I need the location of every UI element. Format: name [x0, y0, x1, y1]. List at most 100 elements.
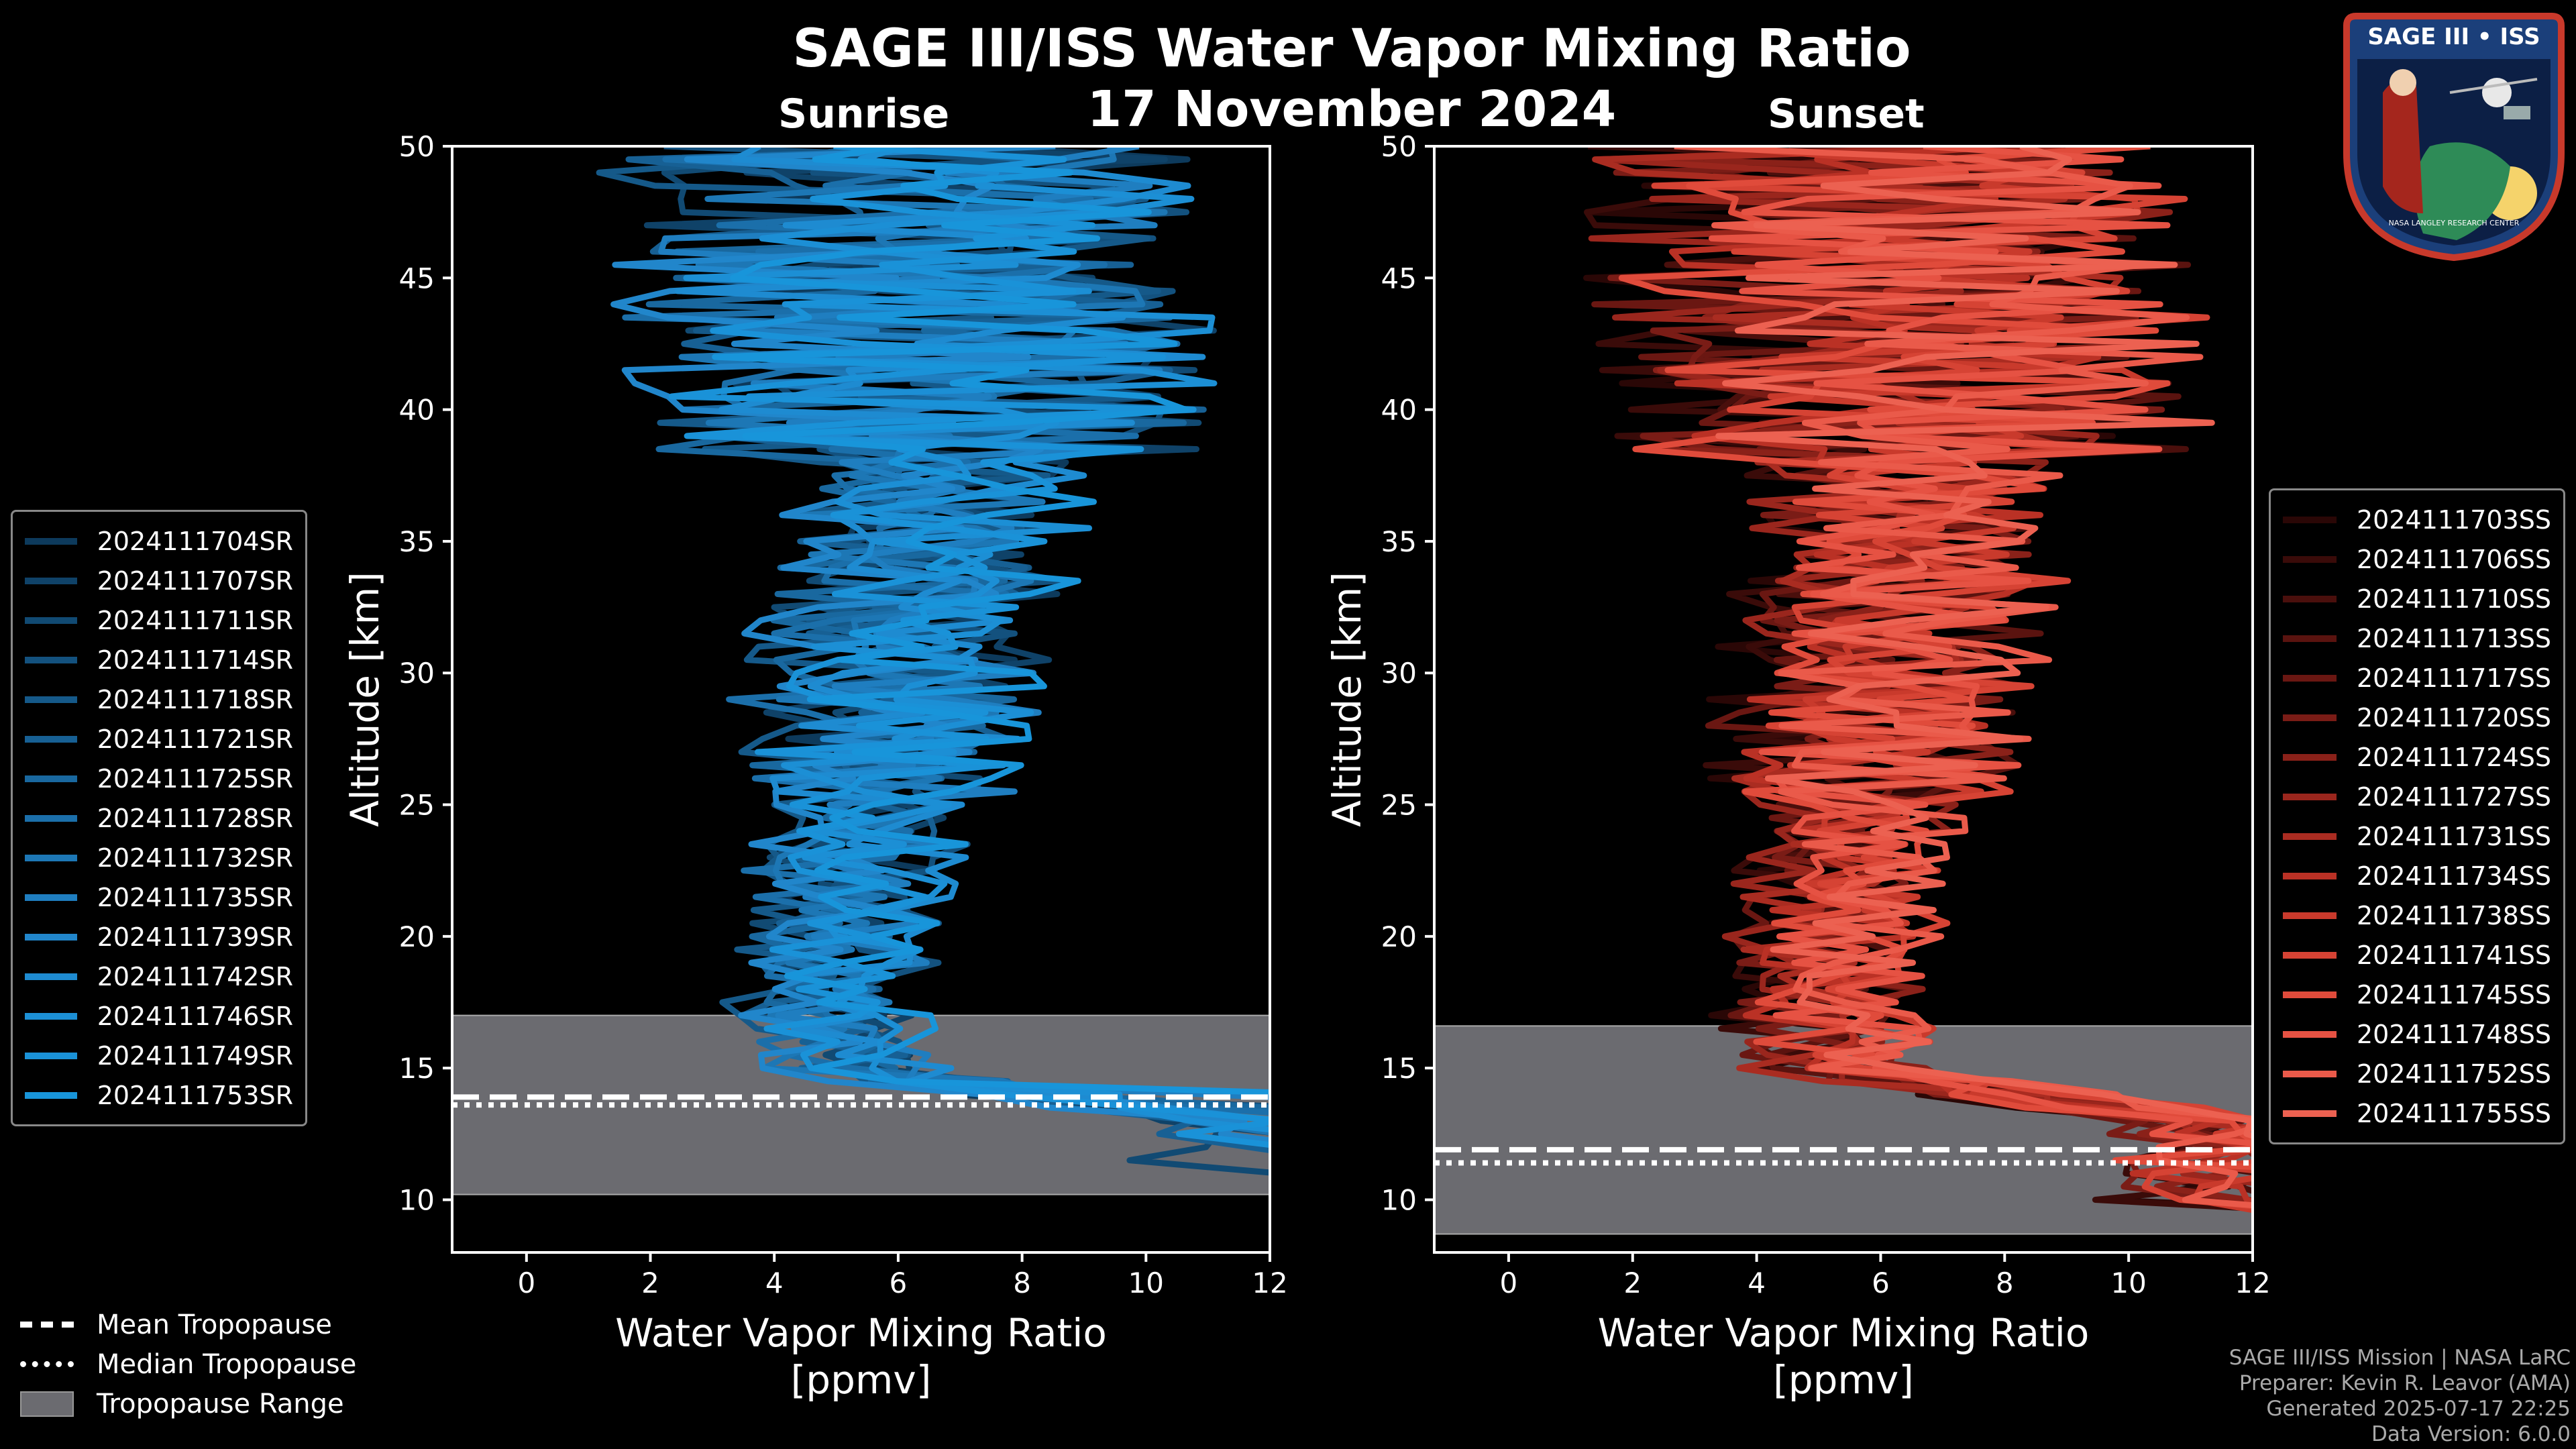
legend-item-2024111732SR: 2024111732SR — [25, 838, 293, 877]
legend-item-2024111741SS: 2024111741SS — [2283, 935, 2551, 975]
legend-swatch-icon — [2283, 516, 2337, 523]
sunrise-legend: 2024111704SR 2024111707SR 2024111711SR 2024… — [11, 510, 307, 1126]
legend-label: 2024111749SR — [97, 1040, 293, 1071]
legend-item-2024111718SR: 2024111718SR — [25, 680, 293, 719]
legend-swatch-icon — [2283, 555, 2337, 563]
legend-item-2024111717SS: 2024111717SS — [2283, 658, 2551, 698]
legend-label: 2024111748SS — [2356, 1019, 2551, 1049]
legend-swatch-icon — [2283, 635, 2337, 642]
y-tick-label: 10 — [399, 1183, 435, 1216]
sunrise-panel-label: Sunrise — [778, 91, 950, 138]
legend-item-2024111738SS: 2024111738SS — [2283, 896, 2551, 935]
gray-patch-icon — [20, 1391, 74, 1417]
legend-label: 2024111725SR — [97, 763, 293, 794]
legend-item-2024111748SS: 2024111748SS — [2283, 1014, 2551, 1054]
x-axis-units: [ppmv] — [1773, 1357, 1914, 1403]
legend-item-2024111753SR: 2024111753SR — [25, 1075, 293, 1115]
legend-swatch-icon — [25, 696, 77, 703]
logo-subtitle: NASA LANGLEY RESEARCH CENTER — [2389, 219, 2520, 227]
x-axis-label: Water Vapor Mixing Ratio — [615, 1310, 1107, 1356]
legend-label: 2024111738SS — [2356, 900, 2551, 930]
legend-swatch-icon — [25, 537, 77, 545]
legend-swatch-icon — [25, 1012, 77, 1020]
x-tick-label: 4 — [765, 1267, 784, 1299]
legend-item-2024111703SS: 2024111703SS — [2283, 500, 2551, 539]
y-axis-label: Altitude [km] — [1324, 572, 1370, 826]
tropopause-range-label: Tropopause Range — [97, 1388, 344, 1419]
x-tick-label: 8 — [1996, 1267, 2014, 1299]
mean-tropopause-label: Mean Tropopause — [97, 1309, 332, 1340]
sage-iii-mission-logo: SAGE III • ISS NASA LANGLEY RESEARCH CEN… — [2343, 13, 2565, 262]
x-axis-units: [ppmv] — [791, 1357, 932, 1403]
legend-label: 2024111732SR — [97, 843, 293, 873]
legend-swatch-icon — [2283, 833, 2337, 840]
legend-label: 2024111755SS — [2356, 1098, 2551, 1128]
y-tick-label: 20 — [399, 920, 435, 953]
legend-swatch-icon — [2283, 674, 2337, 682]
credit-preparer: Preparer: Kevin R. Leavor (AMA) — [2239, 1371, 2571, 1395]
legend-label: 2024111710SS — [2356, 584, 2551, 614]
legend-item-2024111720SS: 2024111720SS — [2283, 698, 2551, 737]
legend-swatch-icon — [2283, 872, 2337, 879]
y-tick-label: 30 — [1381, 657, 1417, 690]
y-tick-label: 20 — [1381, 920, 1417, 953]
legend-swatch-icon — [25, 1052, 77, 1059]
sunrise-plot: 0 2 4 6 8 10 12 10 15 20 25 30 35 40 45 50 Water Vapor M… — [342, 130, 1288, 1403]
legend-label: 2024111746SR — [97, 1001, 293, 1031]
legend-swatch-icon — [2283, 991, 2337, 998]
legend-label: 2024111721SR — [97, 724, 293, 754]
dotted-line-icon — [20, 1361, 74, 1367]
legend-swatch-icon — [2283, 793, 2337, 800]
legend-label: 2024111720SS — [2356, 702, 2551, 733]
median-tropopause-legend-item: Median Tropopause — [20, 1344, 356, 1384]
x-tick-label: 4 — [1748, 1267, 1766, 1299]
series-line-2024111745SS — [1618, 146, 2253, 1171]
y-tick-label: 40 — [1381, 394, 1417, 427]
legend-swatch-icon — [2283, 1110, 2337, 1117]
legend-swatch-icon — [25, 814, 77, 822]
legend-swatch-icon — [25, 1091, 77, 1099]
legend-label: 2024111711SR — [97, 605, 293, 635]
tropopause-legend: Mean Tropopause Median Tropopause Tropop… — [20, 1305, 356, 1424]
y-tick-label: 45 — [399, 262, 435, 294]
x-tick-label: 0 — [517, 1267, 535, 1299]
plot-frame — [1433, 145, 2254, 1254]
y-tick-label: 10 — [1381, 1183, 1417, 1216]
legend-swatch-icon — [25, 656, 77, 663]
legend-swatch-icon — [25, 735, 77, 743]
y-axis-label: Altitude [km] — [342, 572, 388, 826]
legend-label: 2024111742SR — [97, 961, 293, 991]
x-tick-label: 2 — [1623, 1267, 1642, 1299]
legend-item-2024111727SS: 2024111727SS — [2283, 777, 2551, 816]
x-tick-label: 10 — [2110, 1267, 2146, 1299]
median-tropopause-label: Median Tropopause — [97, 1348, 357, 1380]
legend-label: 2024111717SS — [2356, 663, 2551, 693]
legend-item-2024111746SR: 2024111746SR — [25, 996, 293, 1036]
x-tick-label: 10 — [1128, 1267, 1164, 1299]
legend-label: 2024111735SR — [97, 882, 293, 912]
legend-swatch-icon — [25, 854, 77, 861]
legend-label: 2024111703SS — [2356, 504, 2551, 535]
sunset-legend: 2024111703SS 2024111706SS 2024111710SS 2024… — [2269, 488, 2565, 1144]
x-tick-label: 12 — [2235, 1267, 2270, 1299]
y-tick-label: 30 — [399, 657, 435, 690]
x-tick-label: 8 — [1013, 1267, 1031, 1299]
credits: SAGE III/ISS Mission | NASA LaRC Prepare… — [2229, 1345, 2571, 1447]
chart-date: 17 November 2024 — [1087, 80, 1617, 138]
y-tick-label: 15 — [1381, 1052, 1417, 1085]
series-line-2024111755SS — [1715, 146, 2253, 1139]
y-tick-label: 25 — [399, 789, 435, 822]
x-axis-label: Water Vapor Mixing Ratio — [1598, 1310, 2090, 1356]
legend-swatch-icon — [2283, 595, 2337, 602]
legend-label: 2024111741SS — [2356, 940, 2551, 970]
legend-label: 2024111713SS — [2356, 623, 2551, 653]
legend-item-2024111745SS: 2024111745SS — [2283, 975, 2551, 1014]
y-tick-label: 35 — [399, 525, 435, 558]
legend-item-2024111734SS: 2024111734SS — [2283, 856, 2551, 896]
legend-item-2024111742SR: 2024111742SR — [25, 957, 293, 996]
legend-item-2024111739SR: 2024111739SR — [25, 917, 293, 957]
legend-label: 2024111714SR — [97, 645, 293, 675]
x-tick-label: 0 — [1500, 1267, 1518, 1299]
legend-swatch-icon — [2283, 714, 2337, 721]
